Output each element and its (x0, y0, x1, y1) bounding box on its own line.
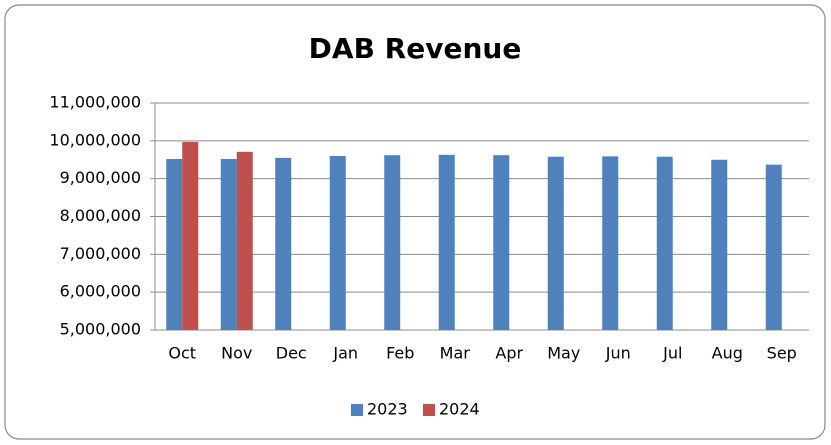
y-tick-label: 7,000,000 (60, 244, 141, 263)
x-tick-label: Jul (662, 344, 682, 363)
bar (236, 151, 253, 330)
x-tick-label: Feb (386, 344, 414, 363)
y-tick-label: 8,000,000 (60, 206, 141, 225)
bar (656, 156, 673, 330)
x-tick-label: May (547, 344, 580, 363)
y-tick-label: 10,000,000 (49, 130, 141, 149)
y-tick-label: 6,000,000 (60, 282, 141, 301)
bar (493, 155, 510, 330)
y-tick-label: 11,000,000 (49, 93, 141, 112)
bar (329, 155, 346, 330)
x-tick-label: Mar (440, 344, 471, 363)
bar (547, 156, 564, 330)
x-tick-label: Aug (712, 344, 743, 363)
x-tick-label: Sep (767, 344, 797, 363)
y-tick-label: 9,000,000 (60, 168, 141, 187)
x-tick-label: Jan (332, 344, 358, 363)
legend-swatch (423, 404, 435, 416)
chart-title: DAB Revenue (309, 32, 522, 65)
legend-swatch (351, 404, 363, 416)
x-tick-label: Apr (495, 344, 523, 363)
bar (602, 156, 619, 330)
bar (438, 154, 455, 330)
bar (711, 159, 728, 330)
bar (765, 164, 782, 330)
x-tick-label: Oct (168, 344, 196, 363)
bar (384, 155, 401, 330)
bar (166, 158, 183, 330)
bar (275, 157, 292, 330)
bar (220, 158, 237, 330)
bar (182, 141, 199, 330)
y-tick-label: 5,000,000 (60, 320, 141, 339)
x-tick-label: Jun (605, 344, 631, 363)
legend-label: 2023 (367, 400, 408, 419)
x-tick-label: Nov (221, 344, 252, 363)
legend-label: 2024 (439, 400, 480, 419)
x-tick-label: Dec (276, 344, 307, 363)
